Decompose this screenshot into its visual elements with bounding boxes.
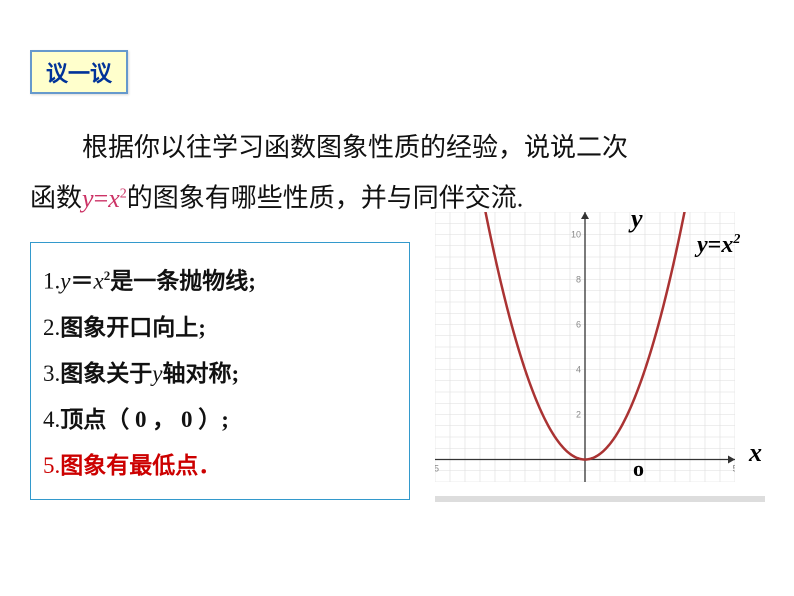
graph-svg: 2 4 6 8 10 -5 5 [435, 212, 735, 482]
body-line2-suffix: 的图象有哪些性质，并与同伴交流. [127, 184, 524, 213]
parabola-graph: 246810-55 y y=x2 o x [435, 212, 765, 502]
list-item-5: 5.图象有最低点． [43, 443, 397, 489]
svg-text:10: 10 [571, 230, 581, 240]
discuss-label: 议一议 [46, 61, 112, 86]
body-math-y: y [82, 184, 94, 213]
origin-label: o [633, 456, 644, 482]
svg-text:2: 2 [576, 410, 581, 420]
body-line2-prefix: 函数 [30, 184, 82, 213]
curve-equation: y=x2 [697, 232, 740, 259]
svg-text:4: 4 [576, 365, 581, 375]
graph-shadow-bar [435, 496, 765, 502]
body-math-x: x [108, 184, 120, 213]
list-item-1: 1.y＝x2是一条抛物线; [43, 253, 397, 305]
svg-text:8: 8 [576, 275, 581, 285]
body-line1: 根据你以往学习函数图象性质的经验，说说二次 [82, 133, 628, 162]
body-math-eq: = [94, 184, 109, 213]
svg-text:5: 5 [732, 464, 735, 474]
discuss-header: 议一议 [30, 50, 128, 94]
body-math-sup: 2 [120, 186, 127, 201]
list-item-3: 3.图象关于y轴对称; [43, 351, 397, 397]
list-item-2: 2.图象开口向上; [43, 305, 397, 351]
y-axis-label: y [631, 204, 643, 234]
properties-list: 1.y＝x2是一条抛物线; 2.图象开口向上; 3.图象关于y轴对称; 4.顶点… [30, 242, 410, 500]
svg-text:6: 6 [576, 320, 581, 330]
x-axis-label: x [749, 438, 762, 468]
list-item-4: 4.顶点（ 0 ， 0 ）; [43, 397, 397, 443]
svg-text:-5: -5 [435, 464, 439, 474]
